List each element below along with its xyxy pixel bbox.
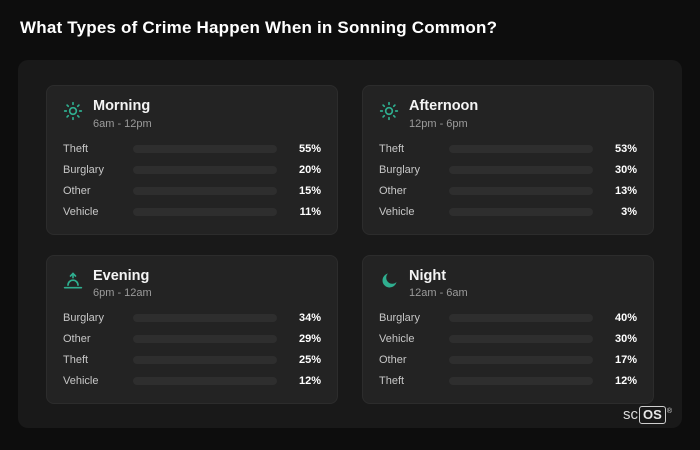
bar-percentage: 13%	[614, 184, 637, 197]
card-title-group: Morning 6am - 12pm	[93, 98, 152, 130]
card-title-group: Night 12am - 6am	[409, 267, 468, 300]
bar-track	[133, 314, 277, 323]
bar-track	[449, 377, 593, 386]
bar-rows: Burglary 34% Other 29% Theft 25% Vehicle 12%	[63, 312, 321, 387]
bar-row-vehicle: Vehicle 12%	[63, 375, 321, 387]
card-time-range: 12pm - 6pm	[409, 117, 468, 130]
card-header: Morning 6am - 12pm	[63, 98, 321, 130]
bar-row-vehicle: Vehicle 3%	[379, 206, 637, 218]
bar-row-theft: Theft 25%	[63, 354, 321, 366]
logo-suffix: OS	[639, 406, 666, 424]
bar-percentage: 55%	[298, 142, 321, 155]
bar-label: Burglary	[63, 312, 104, 325]
bar-track	[133, 207, 277, 216]
bar-row-other: Other 29%	[63, 333, 321, 345]
crime-card-morning: Morning 6am - 12pm Theft 55% Burglary 20% Othe…	[46, 85, 338, 235]
bar-track	[449, 314, 593, 323]
bar-track	[449, 165, 593, 174]
bar-label: Vehicle	[63, 205, 99, 218]
bar-rows: Theft 55% Burglary 20% Other 15% Vehicle 11%	[63, 143, 321, 218]
bar-percentage: 20%	[298, 163, 321, 176]
card-title: Night	[409, 267, 447, 284]
bar-row-burglary: Burglary 20%	[63, 164, 321, 176]
bar-percentage: 53%	[614, 142, 637, 155]
bar-percentage: 3%	[621, 205, 637, 218]
bar-track	[449, 144, 593, 153]
crime-times-panel: Morning 6am - 12pm Theft 55% Burglary 20% Othe…	[18, 60, 682, 428]
moon-icon	[379, 271, 399, 291]
bar-label: Theft	[63, 354, 89, 367]
bar-rows: Burglary 40% Vehicle 30% Other 17% Theft 12%	[379, 312, 637, 387]
bar-percentage: 11%	[299, 205, 321, 218]
bar-label: Burglary	[63, 163, 104, 176]
bar-track	[133, 186, 277, 195]
bar-percentage: 34%	[298, 312, 321, 325]
bar-row-burglary: Burglary 30%	[379, 164, 637, 176]
bar-track	[449, 186, 593, 195]
bar-track	[449, 207, 593, 216]
card-header: Afternoon 12pm - 6pm	[379, 98, 637, 130]
bar-row-burglary: Burglary 34%	[63, 312, 321, 324]
crime-card-afternoon: Afternoon 12pm - 6pm Theft 53% Burglary 30% Ot…	[362, 85, 654, 235]
card-time-range: 6am - 12pm	[93, 117, 152, 130]
bar-label: Other	[63, 333, 91, 346]
bar-percentage: 40%	[614, 312, 637, 325]
card-title: Morning	[93, 98, 151, 114]
bar-percentage: 29%	[298, 333, 321, 346]
bar-rows: Theft 53% Burglary 30% Other 13% Vehicle 3%	[379, 143, 637, 218]
bar-label: Burglary	[379, 312, 420, 325]
bar-percentage: 12%	[614, 375, 637, 388]
bar-label: Other	[379, 354, 407, 367]
card-header: Evening 6pm - 12am	[63, 267, 321, 300]
bar-track	[133, 377, 277, 386]
bar-row-theft: Theft 53%	[379, 143, 637, 155]
bar-row-other: Other 15%	[63, 185, 321, 197]
bar-track	[133, 356, 277, 365]
logo-reg: ®	[666, 408, 672, 415]
bar-percentage: 15%	[298, 184, 321, 197]
bar-label: Burglary	[379, 163, 420, 176]
card-time-range: 6pm - 12am	[93, 287, 152, 300]
bar-label: Vehicle	[63, 375, 99, 388]
bar-label: Vehicle	[379, 333, 415, 346]
bar-percentage: 12%	[298, 375, 321, 388]
bar-track	[449, 356, 593, 365]
card-title: Afternoon	[409, 98, 479, 114]
sun-icon	[379, 101, 399, 121]
bar-label: Theft	[379, 142, 405, 155]
bar-percentage: 17%	[614, 354, 637, 367]
page-title: What Types of Crime Happen When in Sonni…	[20, 18, 498, 37]
bar-label: Vehicle	[379, 205, 415, 218]
bar-track	[449, 335, 593, 344]
sunset-icon	[63, 271, 83, 291]
bar-percentage: 25%	[298, 354, 321, 367]
bar-label: Theft	[63, 142, 89, 155]
crime-card-night: Night 12am - 6am Burglary 40% Vehicle 30% Othe…	[362, 254, 654, 404]
bar-row-burglary: Burglary 40%	[379, 312, 637, 324]
bar-label: Other	[379, 184, 407, 197]
bar-row-vehicle: Vehicle 11%	[63, 206, 321, 218]
card-time-range: 12am - 6am	[409, 287, 468, 300]
crime-card-evening: Evening 6pm - 12am Burglary 34% Other 29% Thef…	[46, 254, 338, 404]
bar-row-vehicle: Vehicle 30%	[379, 333, 637, 345]
logo-prefix: sc	[623, 406, 639, 423]
bar-row-theft: Theft 55%	[63, 143, 321, 155]
bar-label: Theft	[379, 375, 405, 388]
bar-percentage: 30%	[614, 333, 637, 346]
bar-track	[133, 165, 277, 174]
bar-row-theft: Theft 12%	[379, 375, 637, 387]
cards-grid: Morning 6am - 12pm Theft 55% Burglary 20% Othe…	[46, 85, 654, 404]
scos-logo: sc OS ®	[623, 406, 672, 424]
sun-icon	[63, 101, 83, 121]
card-header: Night 12am - 6am	[379, 267, 637, 300]
bar-row-other: Other 17%	[379, 354, 637, 366]
card-title-group: Afternoon 12pm - 6pm	[409, 98, 479, 130]
bar-percentage: 30%	[614, 163, 637, 176]
bar-track	[133, 144, 277, 153]
card-title-group: Evening 6pm - 12am	[93, 267, 152, 300]
card-title: Evening	[93, 267, 150, 284]
bar-label: Other	[63, 184, 91, 197]
bar-track	[133, 335, 277, 344]
bar-row-other: Other 13%	[379, 185, 637, 197]
